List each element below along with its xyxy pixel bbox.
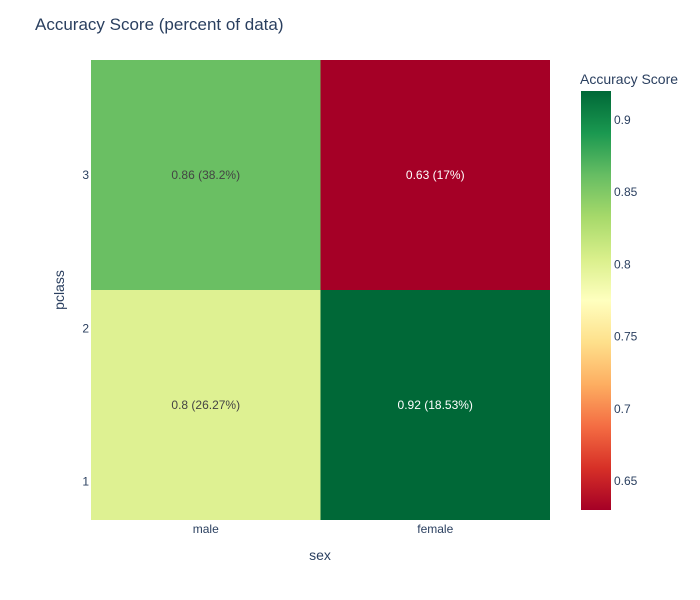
cell-value-label: 0.8 (26.27%) xyxy=(171,398,240,412)
colorbar-ticks: 0.65 0.7 0.75 0.8 0.85 0.9 xyxy=(614,113,638,488)
y-tick-label: 2 xyxy=(82,321,89,335)
colorbar-tick-label: 0.7 xyxy=(614,402,631,416)
chart-title: Accuracy Score (percent of data) xyxy=(35,15,284,34)
colorbar-tick-label: 0.8 xyxy=(614,257,631,271)
colorbar-tick-label: 0.65 xyxy=(614,474,638,488)
colorbar-tick-label: 0.85 xyxy=(614,185,638,199)
colorbar: Accuracy Score 0.65 0.7 0.75 0.8 0.85 0.9 xyxy=(580,71,678,510)
y-tick-label: 3 xyxy=(82,168,89,182)
heatmap-cell xyxy=(320,60,550,290)
cell-value-label: 0.86 (38.2%) xyxy=(171,168,240,182)
cell-value-label: 0.63 (17%) xyxy=(406,168,465,182)
y-axis-ticks: 3 2 1 xyxy=(82,168,89,489)
heatmap-cells: 0.86 (38.2%) 0.63 (17%) 0.8 (26.27%) 0.92 (… xyxy=(91,60,550,520)
heatmap-cell xyxy=(91,290,321,520)
colorbar-tick-label: 0.9 xyxy=(614,113,631,127)
y-tick-label: 1 xyxy=(82,475,89,489)
colorbar-tick-label: 0.75 xyxy=(614,330,638,344)
x-axis-ticks: male female xyxy=(193,522,454,536)
x-axis-title: sex xyxy=(309,547,331,563)
colorbar-gradient xyxy=(581,91,611,510)
heatmap-cell xyxy=(320,290,550,520)
y-axis-title: pclass xyxy=(51,270,67,310)
x-tick-label: male xyxy=(193,522,219,536)
cell-value-label: 0.92 (18.53%) xyxy=(398,398,473,412)
x-tick-label: female xyxy=(417,522,453,536)
colorbar-title: Accuracy Score xyxy=(580,71,678,87)
heatmap-cell xyxy=(91,60,321,290)
